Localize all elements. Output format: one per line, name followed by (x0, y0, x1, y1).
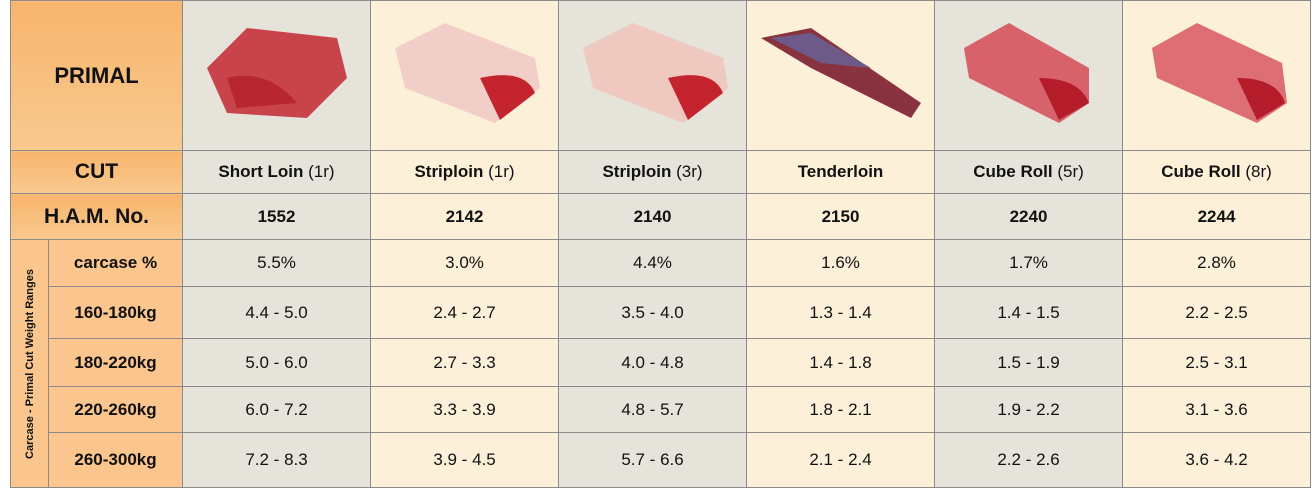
row-label: 180-220kg (49, 339, 183, 387)
ham-number: 2240 (935, 194, 1123, 240)
cut-name: Tenderloin (798, 162, 884, 181)
cell-value: 5.7 - 6.6 (559, 433, 747, 488)
cut-image (751, 8, 931, 138)
cell-value: 3.0% (371, 240, 559, 287)
cut-image (939, 8, 1119, 138)
cell-value: 1.4 - 1.8 (747, 339, 935, 387)
cut-note: (8r) (1245, 162, 1271, 181)
primal-label: PRIMAL (11, 1, 183, 151)
cell-value: 5.5% (183, 240, 371, 287)
ham-number: 2150 (747, 194, 935, 240)
cell-value: 4.8 - 5.7 (559, 387, 747, 433)
primal-table: PRIMAL CUT Short Loin (1r)Striploin (1r)… (10, 0, 1311, 488)
ham-number: 2140 (559, 194, 747, 240)
cell-value: 3.3 - 3.9 (371, 387, 559, 433)
cut-image-cell (371, 1, 559, 151)
cell-value: 2.8% (1123, 240, 1311, 287)
cut-name: Cube Roll (973, 162, 1052, 181)
cell-value: 1.3 - 1.4 (747, 287, 935, 339)
cut-note: (3r) (676, 162, 702, 181)
cell-value: 2.2 - 2.5 (1123, 287, 1311, 339)
cell-value: 2.4 - 2.7 (371, 287, 559, 339)
cut-note: (1r) (308, 162, 334, 181)
page: PRIMAL CUT Short Loin (1r)Striploin (1r)… (0, 0, 1312, 487)
ham-number: 2244 (1123, 194, 1311, 240)
cut-image-cell (935, 1, 1123, 151)
cut-image (187, 8, 367, 138)
cut-row: CUT Short Loin (1r)Striploin (1r)Striplo… (11, 151, 1311, 194)
cell-value: 1.5 - 1.9 (935, 339, 1123, 387)
cell-value: 4.4% (559, 240, 747, 287)
cell-value: 1.9 - 2.2 (935, 387, 1123, 433)
cell-value: 1.7% (935, 240, 1123, 287)
cell-value: 1.4 - 1.5 (935, 287, 1123, 339)
cut-name: Cube Roll (1161, 162, 1240, 181)
cut-note: (5r) (1057, 162, 1083, 181)
cell-value: 6.0 - 7.2 (183, 387, 371, 433)
cell-value: 7.2 - 8.3 (183, 433, 371, 488)
cell-value: 2.7 - 3.3 (371, 339, 559, 387)
row-label: 220-260kg (49, 387, 183, 433)
cell-value: 3.1 - 3.6 (1123, 387, 1311, 433)
cut-image (563, 8, 743, 138)
cut-name-cell: Tenderloin (747, 151, 935, 194)
row-label: 260-300kg (49, 433, 183, 488)
cell-value: 1.6% (747, 240, 935, 287)
cell-value: 3.5 - 4.0 (559, 287, 747, 339)
cut-name-cell: Striploin (1r) (371, 151, 559, 194)
row-label: 160-180kg (49, 287, 183, 339)
cut-image-cell (183, 1, 371, 151)
cut-label: CUT (11, 151, 183, 194)
cell-value: 3.6 - 4.2 (1123, 433, 1311, 488)
cut-image (375, 8, 555, 138)
primal-row: PRIMAL (11, 1, 1311, 151)
cut-name-cell: Cube Roll (8r) (1123, 151, 1311, 194)
side-label-cell: Carcase - Primal Cut Weight Ranges (11, 240, 49, 488)
meat-shape (395, 23, 540, 123)
row-label: carcase % (49, 240, 183, 287)
cut-image-cell (559, 1, 747, 151)
cut-name: Short Loin (218, 162, 303, 181)
cell-value: 3.9 - 4.5 (371, 433, 559, 488)
cell-value: 4.4 - 5.0 (183, 287, 371, 339)
cut-image (1127, 8, 1307, 138)
cut-note: (1r) (488, 162, 514, 181)
cut-image-cell (747, 1, 935, 151)
cell-value: 2.5 - 3.1 (1123, 339, 1311, 387)
ham-label: H.A.M. No. (11, 194, 183, 240)
cell-value: 4.0 - 4.8 (559, 339, 747, 387)
cell-value: 2.2 - 2.6 (935, 433, 1123, 488)
meat-shape (583, 23, 728, 123)
cut-name-cell: Short Loin (1r) (183, 151, 371, 194)
cell-value: 2.1 - 2.4 (747, 433, 935, 488)
cut-name-cell: Striploin (3r) (559, 151, 747, 194)
cut-name-cell: Cube Roll (5r) (935, 151, 1123, 194)
cut-image-cell (1123, 1, 1311, 151)
ham-number: 2142 (371, 194, 559, 240)
ham-number: 1552 (183, 194, 371, 240)
cut-name: Striploin (414, 162, 483, 181)
cell-value: 1.8 - 2.1 (747, 387, 935, 433)
cell-value: 5.0 - 6.0 (183, 339, 371, 387)
cut-name: Striploin (602, 162, 671, 181)
side-label: Carcase - Primal Cut Weight Ranges (24, 269, 36, 459)
